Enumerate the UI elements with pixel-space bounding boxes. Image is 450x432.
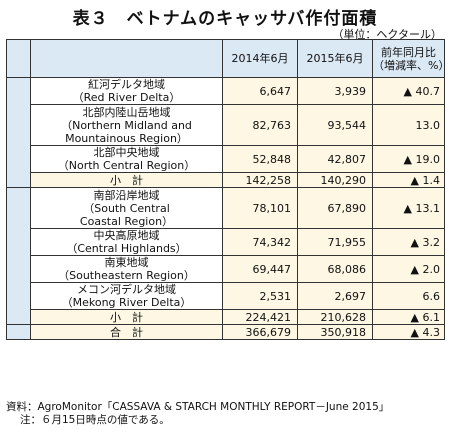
region-name-line: （North Central Region） xyxy=(57,159,196,172)
region-name-line: Mountainous Region） xyxy=(65,131,188,145)
value-2014-cell: 366,679 xyxy=(222,324,298,340)
region-name-cell: 合 計 xyxy=(30,324,223,340)
value-2015-cell: 67,890 xyxy=(297,187,373,229)
value-2015-cell: 93,544 xyxy=(297,104,373,146)
value-2015-cell: 2,697 xyxy=(297,282,373,310)
region-name-cell: 北部中央地域 （North Central Region） xyxy=(30,145,223,173)
table-row: メコン河デルタ地域 （Mekong River Delta） 2,531 2,697 6… xyxy=(7,282,445,310)
value-2014-cell: 74,342 xyxy=(222,228,298,256)
table-row: 紅河デルタ地域 （Red River Delta） 6,647 3,939 ▲ 40.7 xyxy=(6,77,445,188)
value-2014-cell: 82,763 xyxy=(222,104,298,146)
change-cell: ▲ 3.2 xyxy=(372,228,445,256)
region-name-line: 紅河デルタ地域 xyxy=(88,78,165,91)
value-2014-cell: 224,421 xyxy=(222,309,298,325)
region-name-cell: 小 計 xyxy=(30,172,223,188)
region-name-line: （Red River Delta） xyxy=(72,91,181,104)
value-2015-cell: 3,939 xyxy=(297,77,373,105)
change-cell: ▲ 1.4 xyxy=(372,172,445,188)
source-line: 資料：AgroMonitor「CASSAVA & STARCH MONTHLY … xyxy=(6,401,390,413)
region-name-cell: 南部沿岸地域 （South Central Coastal Region） xyxy=(30,187,223,229)
table-row: 南東地域 （Southeastern Region） 69,447 68,086 ▲ 2… xyxy=(7,255,445,283)
value-2014-cell: 6,647 xyxy=(222,77,298,105)
change-cell: ▲ 40.7 xyxy=(372,77,445,105)
region-name-cell: 南東地域 （Southeastern Region） xyxy=(30,255,223,283)
region-name-line: 小 計 xyxy=(110,310,143,324)
change-cell: 13.0 xyxy=(372,104,445,146)
cassava-area-table: 2014年6月 2015年6月 前年同月比 （増減率、%） 紅河デルタ地域 （Re… xyxy=(6,39,450,340)
table-row: 小 計 224,421 210,628 ▲ 6.1 xyxy=(7,309,445,325)
region-name-line: 小 計 xyxy=(110,173,143,187)
region-name-line: 南東地域 xyxy=(104,256,149,269)
table-row: 中央高原地域 （Central Highlands） 74,342 71,955 ▲ 3… xyxy=(7,228,445,256)
value-2014-cell: 78,101 xyxy=(222,187,298,229)
region-name-line: 南部沿岸地域 xyxy=(93,188,160,202)
table-row: 南部沿岸地域 （South Central Coastal Region） 78,10… xyxy=(6,187,445,325)
value-2015-cell: 350,918 xyxy=(297,324,373,340)
region-name-line: （Northern Midland and xyxy=(61,118,192,132)
region-name-cell: 小 計 xyxy=(30,309,223,325)
region-name-line: （Central Highlands） xyxy=(66,242,187,255)
value-2015-cell: 68,086 xyxy=(297,255,373,283)
region-name-cell: 中央高原地域 （Central Highlands） xyxy=(30,228,223,256)
table-body: 紅河デルタ地域 （Red River Delta） 6,647 3,939 ▲ 40.7… xyxy=(6,77,445,340)
note-line: 注：６月15日時点の値である。 xyxy=(20,414,170,426)
value-2014-cell: 52,848 xyxy=(222,145,298,173)
footer: 資料：AgroMonitor「CASSAVA & STARCH MONTHLY … xyxy=(6,401,446,427)
table-row: 小 計 142,258 140,290 ▲ 1.4 xyxy=(7,172,445,188)
region-name-line: （Southeastern Region） xyxy=(58,269,195,282)
change-cell: ▲ 4.3 xyxy=(372,324,445,340)
value-2015-cell: 42,807 xyxy=(297,145,373,173)
change-cell: 6.6 xyxy=(372,282,445,310)
header-region xyxy=(30,39,223,78)
header-change-line2: （増減率、%） xyxy=(373,58,450,72)
table-row: 北部内陸山岳地域 （Northern Midland and Mountainous… xyxy=(7,104,445,146)
group-side-cell xyxy=(6,187,31,325)
value-2014-cell: 142,258 xyxy=(222,172,298,188)
header-2014: 2014年6月 xyxy=(222,39,298,78)
region-name-line: 北部中央地域 xyxy=(93,146,160,159)
change-cell: ▲ 19.0 xyxy=(372,145,445,173)
header-change-line1: 前年同月比 xyxy=(381,45,436,59)
region-name-line: （Mekong River Delta） xyxy=(61,296,192,309)
region-name-line: 中央高原地域 xyxy=(93,229,160,242)
table-title: 表３ ベトナムのキャッサバ作付面積 xyxy=(72,9,378,29)
value-2015-cell: 210,628 xyxy=(297,309,373,325)
region-name-line: （South Central xyxy=(83,201,170,215)
header-corner-left xyxy=(6,39,31,78)
change-cell: ▲ 6.1 xyxy=(372,309,445,325)
table-row: 合 計 366,679 350,918 ▲ 4.3 xyxy=(6,324,445,340)
region-name-line: Coastal Region） xyxy=(79,214,174,228)
change-cell: ▲ 13.1 xyxy=(372,187,445,229)
region-name-cell: 紅河デルタ地域 （Red River Delta） xyxy=(30,77,223,105)
change-cell: ▲ 2.0 xyxy=(372,255,445,283)
value-2014-cell: 2,531 xyxy=(222,282,298,310)
table-row: 北部中央地域 （North Central Region） 52,848 42,807… xyxy=(7,145,445,173)
region-name-line: メコン河デルタ地域 xyxy=(77,283,176,296)
value-2015-cell: 71,955 xyxy=(297,228,373,256)
header-2015: 2015年6月 xyxy=(297,39,373,78)
group-side-cell xyxy=(6,77,31,188)
table-header-row: 2014年6月 2015年6月 前年同月比 （増減率、%） xyxy=(6,39,450,78)
value-2014-cell: 69,447 xyxy=(222,255,298,283)
header-change: 前年同月比 （増減率、%） xyxy=(372,39,450,78)
group-side-cell xyxy=(6,324,31,340)
region-name-line: 北部内陸山岳地域 xyxy=(82,105,171,119)
region-name-line: 合 計 xyxy=(110,325,143,339)
region-name-cell: 北部内陸山岳地域 （Northern Midland and Mountainous… xyxy=(30,104,223,146)
value-2015-cell: 140,290 xyxy=(297,172,373,188)
region-name-cell: メコン河デルタ地域 （Mekong River Delta） xyxy=(30,282,223,310)
unit-label: （単位：ヘクタール） xyxy=(332,28,442,41)
